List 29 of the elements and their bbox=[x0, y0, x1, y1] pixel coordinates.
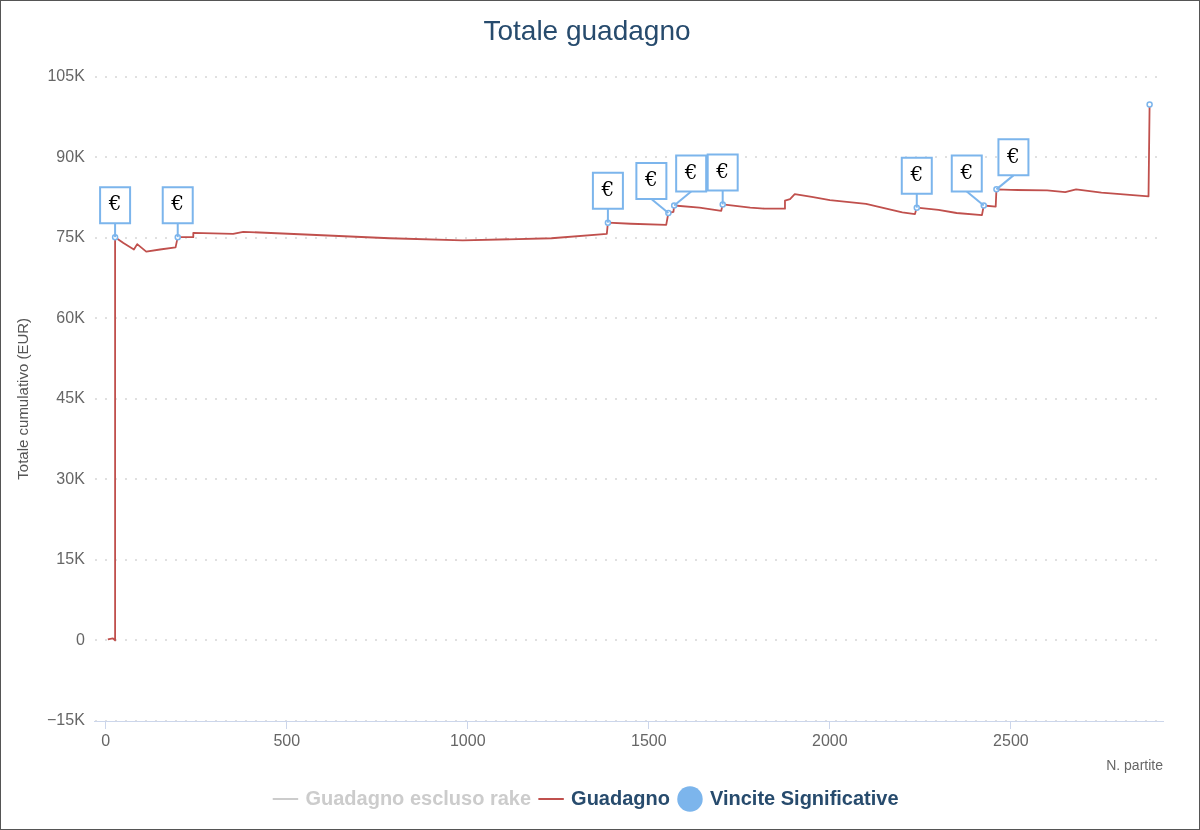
y-tick-label: −15K bbox=[47, 711, 86, 729]
x-axis-title: N. partite bbox=[1106, 757, 1164, 774]
legend-label: Guadagno bbox=[571, 786, 670, 809]
y-tick-label: 15K bbox=[56, 550, 86, 568]
y-tick-label: 90K bbox=[56, 147, 86, 165]
y-tick-label: 30K bbox=[56, 469, 86, 487]
annotation: € bbox=[644, 167, 658, 192]
annotation: € bbox=[170, 191, 185, 216]
annotation: € bbox=[600, 176, 615, 201]
annotation: € bbox=[909, 161, 924, 186]
annotation: € bbox=[715, 158, 730, 183]
annotation: € bbox=[959, 159, 974, 184]
x-tick-label: 1500 bbox=[631, 732, 667, 750]
annotation: € bbox=[683, 159, 698, 184]
x-tick-label: 1000 bbox=[449, 732, 486, 750]
y-tick-label: 105K bbox=[47, 67, 86, 85]
y-tick-label: 0 bbox=[75, 630, 85, 648]
y-tick-label: 60K bbox=[56, 308, 86, 326]
y-axis-title: Totale cumulativo (EUR) bbox=[14, 317, 32, 480]
x-tick-label: 0 bbox=[101, 732, 111, 750]
annotation: € bbox=[107, 191, 122, 216]
annotation: € bbox=[1006, 143, 1020, 168]
x-tick-label: 2500 bbox=[993, 732, 1029, 750]
chart-title: Totale guadagno bbox=[483, 14, 691, 46]
y-tick-label: 45K bbox=[56, 389, 86, 407]
x-tick-label: 500 bbox=[273, 732, 301, 750]
x-tick-label: 2000 bbox=[812, 732, 848, 750]
legend-label: Vincite Significative bbox=[709, 786, 899, 809]
y-tick-label: 75K bbox=[56, 228, 86, 246]
